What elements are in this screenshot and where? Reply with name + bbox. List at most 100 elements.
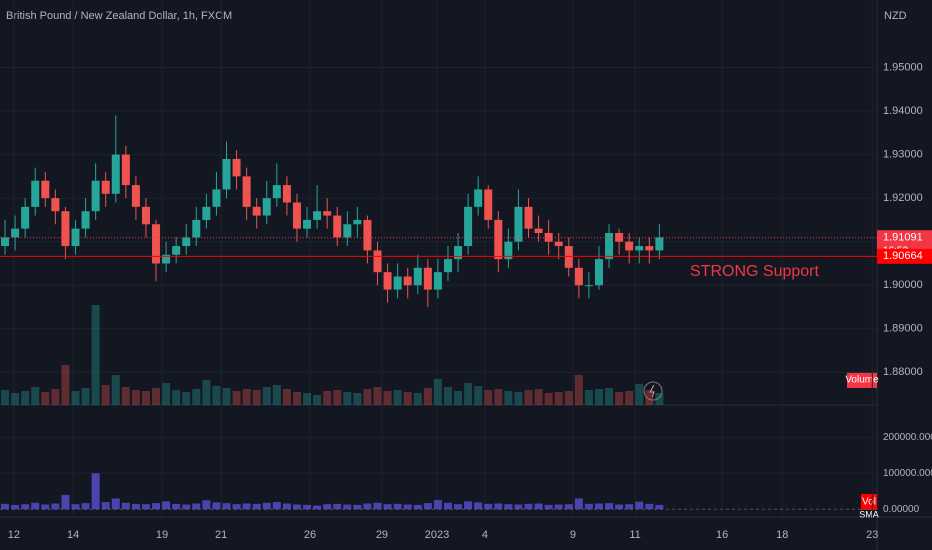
x-tick-label: 14 — [67, 529, 79, 541]
volume-overlay-bar — [31, 387, 40, 405]
y-tick-label: 1.92000 — [883, 192, 923, 204]
volume-overlay-bar — [635, 384, 644, 405]
volume-bar — [443, 502, 452, 510]
sma-label: SMA — [859, 509, 879, 519]
y-tick-label: 1.94000 — [883, 105, 923, 117]
candle-body — [423, 267, 432, 290]
volume-bar — [464, 501, 473, 510]
volume-overlay-bar — [524, 390, 533, 405]
volume-overlay-bar — [564, 391, 573, 405]
candle-body — [21, 206, 30, 229]
volume-bar — [433, 499, 442, 510]
volume-bar — [262, 502, 271, 510]
candle-body — [333, 215, 342, 238]
volume-bar — [373, 502, 382, 510]
volume-overlay-bar — [81, 388, 90, 405]
volume-bar — [343, 504, 352, 510]
candle-body — [373, 250, 382, 273]
volume-overlay-bar — [574, 375, 583, 405]
candle-body — [403, 276, 412, 286]
volume-bar — [625, 504, 634, 510]
volume-overlay-bar — [41, 392, 50, 405]
volume-bar — [474, 502, 483, 510]
candle-body — [625, 241, 634, 251]
volume-overlay-bar — [373, 387, 382, 405]
candle-body — [564, 246, 573, 268]
volume-overlay-bar — [272, 385, 281, 405]
volume-bar — [242, 503, 251, 510]
volume-overlay-bar — [192, 389, 201, 405]
volume-overlay-bar — [172, 390, 181, 405]
volume-bar — [152, 503, 161, 510]
candle-body — [534, 228, 543, 233]
candle-body — [393, 276, 402, 290]
candle-body — [474, 189, 483, 207]
volume-overlay-bar — [11, 393, 20, 405]
candle-body — [584, 285, 593, 287]
candle-body — [222, 158, 231, 190]
volume-overlay-bar — [162, 383, 171, 405]
volume-overlay-bar — [584, 390, 593, 405]
candle-body — [262, 198, 271, 216]
volume-badge — [847, 372, 877, 388]
volume-overlay-bar — [383, 391, 392, 405]
volume-overlay-bar — [141, 391, 150, 405]
volume-bar — [353, 504, 362, 510]
volume-bar — [121, 502, 130, 510]
volume-bar — [403, 504, 412, 510]
candle-body — [252, 206, 261, 216]
candle-body — [363, 219, 372, 251]
volume-bar — [655, 504, 664, 510]
x-tick-label: 11 — [629, 529, 640, 541]
candle-body — [11, 228, 20, 238]
candle-body — [41, 180, 50, 199]
volume-bar — [383, 504, 392, 510]
volume-overlay-bar — [464, 383, 473, 405]
candle-body — [514, 206, 523, 242]
volume-overlay-bar — [645, 390, 654, 405]
volume-bar — [292, 504, 301, 510]
volume-bar — [212, 502, 221, 510]
candle-body — [605, 232, 614, 260]
volume-bar — [544, 504, 553, 510]
volume-overlay-bar — [61, 365, 70, 405]
volume-overlay-bar — [504, 391, 513, 405]
price-level-badge — [877, 248, 932, 264]
candle-body — [343, 224, 352, 238]
candle-body — [91, 180, 100, 212]
candle-body — [504, 241, 513, 260]
volume-overlay-bar — [625, 391, 634, 405]
candle-body — [454, 246, 463, 260]
vol-label: Vol — [862, 497, 876, 508]
candle-body — [272, 185, 281, 199]
volume-overlay-bar — [333, 390, 342, 405]
candle-body — [192, 219, 201, 238]
volume-bar — [61, 494, 70, 510]
candle-body — [494, 219, 503, 260]
candle-body — [212, 189, 221, 207]
x-tick-label: 23 — [866, 529, 878, 541]
volume-bar — [645, 503, 654, 510]
volume-bar — [71, 504, 80, 510]
volume-bar — [51, 503, 60, 510]
candle-body — [464, 206, 473, 247]
y-tick-label: 1.95000 — [883, 61, 923, 73]
volume-bar — [162, 501, 171, 510]
volume-bar — [514, 504, 523, 510]
volume-bar — [141, 504, 150, 510]
candle-body — [443, 259, 452, 273]
candle-body — [353, 219, 362, 225]
candle-body — [182, 237, 191, 247]
y-tick-label: 1.90000 — [883, 279, 923, 291]
volume-overlay-bar — [202, 380, 211, 405]
y-tick-label: 100000.00000 — [883, 468, 932, 479]
volume-overlay-bar — [454, 391, 463, 405]
candle-body — [81, 211, 90, 229]
volume-overlay-bar — [363, 389, 372, 405]
volume-bar — [615, 504, 624, 510]
replay-icon[interactable] — [643, 381, 663, 401]
volume-overlay-bar — [594, 389, 603, 405]
volume-overlay-bar — [433, 379, 442, 405]
volume-overlay-bar — [91, 305, 100, 405]
